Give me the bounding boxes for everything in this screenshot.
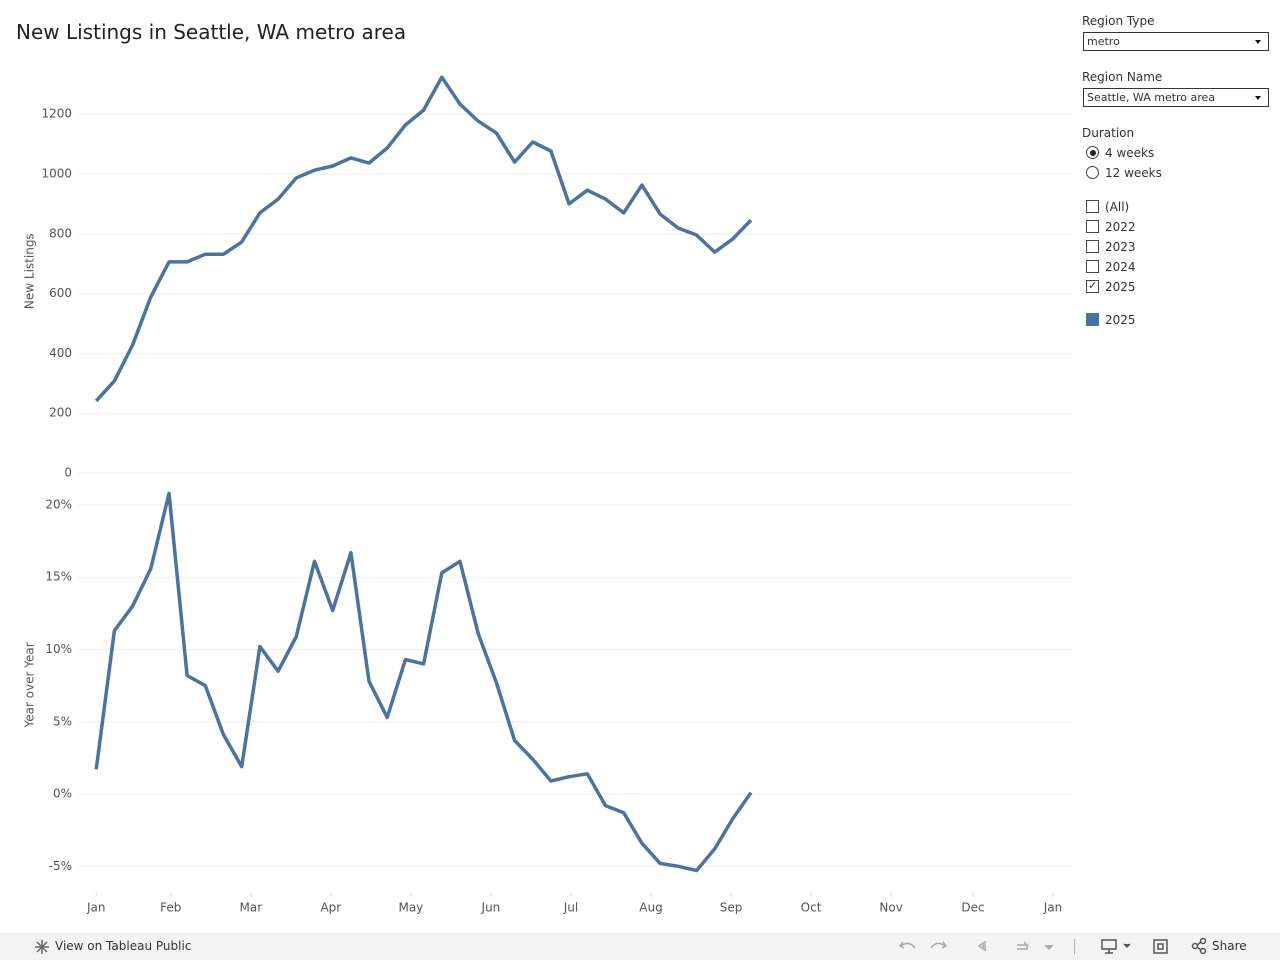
x-tick-label: Jul <box>563 901 578 915</box>
option-label: 2022 <box>1105 220 1136 234</box>
option-label: (All) <box>1105 200 1130 214</box>
option-label: 2024 <box>1105 260 1136 274</box>
filter-label: Region Name <box>1082 70 1163 84</box>
legend: 2025 <box>1086 313 1136 329</box>
y-tick-label: 600 <box>49 286 72 300</box>
toolbar-icons[interactable] <box>1100 933 1210 960</box>
option-label: 2023 <box>1105 240 1136 254</box>
x-tick-label: Dec <box>961 901 984 915</box>
checkbox[interactable] <box>1086 220 1099 233</box>
option-label: 2025 <box>1105 280 1136 294</box>
legend-label: 2025 <box>1105 313 1136 327</box>
view-link[interactable]: View on Tableau Public <box>55 939 192 953</box>
checkbox[interactable] <box>1086 240 1099 253</box>
x-tick-label: Mar <box>239 901 262 915</box>
x-tick-label: May <box>398 901 423 915</box>
share-button[interactable]: Share <box>1212 939 1247 953</box>
filter-option[interactable]: 2023 <box>1086 240 1136 256</box>
filter-option[interactable]: (All) <box>1086 200 1129 216</box>
checkbox[interactable] <box>1086 200 1099 213</box>
legend-swatch <box>1086 313 1099 326</box>
toolbar: View on Tableau Public Share <box>0 933 1280 960</box>
y-tick-label: 10% <box>45 642 72 656</box>
filter-option[interactable]: 2025 <box>1086 279 1136 296</box>
option-label: 12 weeks <box>1105 166 1162 180</box>
x-tick-label: Nov <box>879 901 902 915</box>
filter-label: Region Type <box>1082 14 1155 28</box>
y-tick-label: 1000 <box>41 167 72 181</box>
dropdown[interactable]: metro <box>1083 32 1269 51</box>
y-tick-label: 200 <box>49 406 72 420</box>
checkbox[interactable] <box>1086 279 1099 293</box>
dropdown[interactable]: Seattle, WA metro area <box>1083 88 1269 107</box>
y-tick-label: -5% <box>49 859 72 873</box>
charts: 0 200 400 600 800 1000 1200 New Listings -5% 0% 5%… <box>23 75 1073 915</box>
filter-option[interactable]: 12 weeks <box>1086 166 1162 182</box>
x-tick-label: Apr <box>320 901 341 915</box>
checkbox[interactable] <box>1086 260 1099 273</box>
y-tick-label: 15% <box>45 570 72 584</box>
y-tick-label: 0 <box>64 466 72 480</box>
y-axis-label: New Listings <box>23 233 37 309</box>
y-axis-label: Year over Year <box>23 642 37 728</box>
radio[interactable] <box>1086 146 1099 159</box>
filter-option[interactable]: 2022 <box>1086 220 1136 236</box>
tableau-icon <box>35 940 49 954</box>
x-tick-label: Jan <box>1043 901 1063 915</box>
filter-option[interactable]: 2024 <box>1086 260 1136 276</box>
toolbar-icons <box>898 939 1075 954</box>
y-tick-label: 800 <box>49 226 72 240</box>
x-tick-label: Feb <box>160 901 181 915</box>
x-tick-label: Jun <box>481 901 501 915</box>
data-line <box>94 491 753 873</box>
x-tick-label: Aug <box>639 901 662 915</box>
y-tick-label: 1200 <box>41 107 72 121</box>
filter-option[interactable]: 4 weeks <box>1086 146 1154 162</box>
y-tick-label: 5% <box>53 714 72 728</box>
dashboard-title: New Listings in Seattle, WA metro area <box>16 20 407 44</box>
x-tick-label: Jan <box>86 901 106 915</box>
x-tick-label: Sep <box>720 901 743 915</box>
y-tick-label: 0% <box>53 787 72 801</box>
y-tick-label: 20% <box>45 497 72 511</box>
radio[interactable] <box>1086 166 1099 179</box>
data-line <box>94 75 753 403</box>
filter-label: Duration <box>1082 126 1135 140</box>
option-label: 4 weeks <box>1105 146 1155 160</box>
y-tick-label: 400 <box>49 346 72 360</box>
x-tick-label: Oct <box>801 901 822 915</box>
